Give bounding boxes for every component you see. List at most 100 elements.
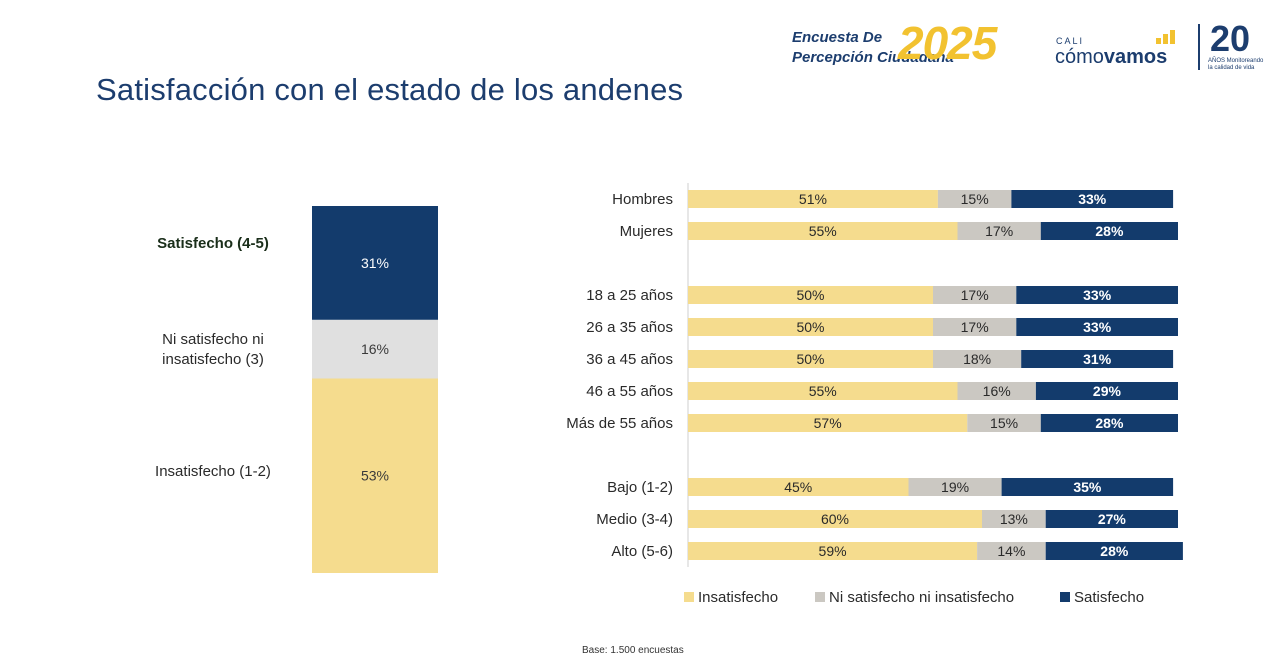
bar-segment-3-1	[933, 318, 1017, 336]
overall-segment-label-1-1: insatisfecho (3)	[162, 351, 264, 368]
category-label-2: 18 a 25 años	[586, 287, 673, 304]
bar-segment-5-1	[957, 382, 1036, 400]
bar-value-9-2: 28%	[1100, 543, 1129, 559]
bar-value-9-1: 14%	[997, 543, 1025, 559]
overall-segment-value-1: 16%	[361, 341, 389, 357]
bar-segment-1-0	[688, 222, 958, 240]
category-label-1: Mujeres	[620, 223, 673, 240]
overall-segment-label-1-0: Ni satisfecho ni	[162, 331, 264, 348]
segmented-bar-chart: Hombres 51% 15% 33% Mujeres 55% 17% 28% 18 a 25 …	[566, 190, 1183, 560]
overall-segment-value-0: 53%	[361, 468, 389, 484]
bar-value-1-0: 55%	[809, 223, 837, 239]
bar-value-5-0: 55%	[809, 383, 837, 399]
overall-segment-label-0-0: Insatisfecho (1-2)	[155, 463, 271, 480]
bar-value-4-2: 31%	[1083, 351, 1112, 367]
bar-value-6-2: 28%	[1095, 415, 1124, 431]
overall-stacked-chart: 53% Insatisfecho (1-2) 16% Ni satisfecho ni…	[155, 206, 438, 573]
category-label-8: Medio (3-4)	[596, 511, 673, 528]
bar-value-0-1: 15%	[961, 191, 989, 207]
survey-logo-line1: Encuesta De	[792, 29, 883, 46]
bar-segment-2-2	[1016, 286, 1178, 304]
bar-segment-2-0	[688, 286, 933, 304]
cali-logo-label: CALI	[1056, 36, 1085, 46]
category-label-7: Bajo (1-2)	[607, 479, 673, 496]
bar-value-7-1: 19%	[941, 479, 969, 495]
bar-value-1-2: 28%	[1095, 223, 1124, 239]
signal-bars-icon	[1156, 30, 1175, 44]
category-label-3: 26 a 35 años	[586, 319, 673, 336]
bar-value-2-0: 50%	[796, 287, 824, 303]
bar-value-8-2: 27%	[1098, 511, 1127, 527]
bar-segment-6-2	[1040, 414, 1178, 432]
overall-segment-label-2-0: Satisfecho (4-5)	[157, 235, 269, 252]
header-logos: Encuesta De Percepción Ciudadana 2025 CA…	[780, 17, 1270, 78]
bar-value-6-1: 15%	[990, 415, 1018, 431]
bar-value-6-0: 57%	[814, 415, 842, 431]
bar-segment-5-0	[688, 382, 958, 400]
bar-segment-4-2	[1021, 350, 1174, 368]
category-label-5: 46 a 55 años	[586, 383, 673, 400]
survey-logo-year: 2025	[898, 17, 997, 69]
logo-divider	[1198, 24, 1200, 70]
bar-segment-4-0	[688, 350, 933, 368]
bar-value-0-2: 33%	[1078, 191, 1107, 207]
bar-segment-7-1	[908, 478, 1002, 496]
bar-segment-8-0	[688, 510, 982, 528]
overall-segment-1	[312, 319, 438, 379]
bar-value-3-2: 33%	[1083, 319, 1112, 335]
bar-value-2-1: 17%	[961, 287, 989, 303]
overall-segment-2	[312, 206, 438, 320]
bar-segment-6-0	[688, 414, 968, 432]
bar-segment-5-2	[1035, 382, 1178, 400]
bar-segment-3-2	[1016, 318, 1178, 336]
bar-segment-3-0	[688, 318, 933, 336]
bar-value-7-0: 45%	[784, 479, 812, 495]
bar-segment-0-1	[937, 190, 1012, 208]
bar-segment-0-0	[688, 190, 938, 208]
category-label-6: Más de 55 años	[566, 415, 673, 432]
overall-segment-value-2: 31%	[361, 255, 389, 271]
legend-swatch-2	[1060, 592, 1070, 602]
bar-segment-8-1	[982, 510, 1046, 528]
bar-segment-8-2	[1045, 510, 1178, 528]
survey-logo: Encuesta De Percepción Ciudadana	[792, 28, 954, 68]
legend-swatch-0	[684, 592, 694, 602]
legend-label-0: Insatisfecho	[698, 589, 778, 606]
bar-value-5-2: 29%	[1093, 383, 1122, 399]
legend-label-1: Ni satisfecho ni insatisfecho	[829, 589, 1014, 606]
footnote: Base: 1.500 encuestas	[582, 645, 684, 656]
anniversary-logo: 20	[1210, 18, 1251, 59]
bar-value-2-2: 33%	[1083, 287, 1112, 303]
bar-value-0-0: 51%	[799, 191, 827, 207]
bar-value-5-1: 16%	[983, 383, 1011, 399]
bar-value-3-0: 50%	[796, 319, 824, 335]
bar-segment-9-0	[688, 542, 978, 560]
comovamos-logo: cómovamos	[1055, 46, 1167, 69]
bar-segment-6-1	[967, 414, 1041, 432]
bar-value-9-0: 59%	[819, 543, 847, 559]
bar-value-4-1: 18%	[963, 351, 991, 367]
bar-segment-9-2	[1045, 542, 1183, 560]
bar-segment-0-2	[1011, 190, 1174, 208]
comovamos-logo-como: cómo	[1055, 46, 1104, 68]
bar-segment-4-1	[933, 350, 1022, 368]
bar-segment-9-1	[977, 542, 1046, 560]
legend-label-2: Satisfecho	[1074, 589, 1144, 606]
bar-value-8-1: 13%	[1000, 511, 1028, 527]
legend-swatch-1	[815, 592, 825, 602]
overall-segment-0	[312, 378, 438, 573]
category-label-4: 36 a 45 años	[586, 351, 673, 368]
chart-legend: Insatisfecho Ni satisfecho ni insatisfech…	[684, 589, 1144, 606]
bar-value-3-1: 17%	[961, 319, 989, 335]
bar-segment-7-2	[1001, 478, 1174, 496]
bar-segment-2-1	[933, 286, 1017, 304]
comovamos-logo-vamos: vamos	[1103, 46, 1168, 68]
category-label-0: Hombres	[612, 191, 673, 208]
bar-value-4-0: 50%	[796, 351, 824, 367]
bar-value-8-0: 60%	[821, 511, 849, 527]
survey-logo-line2: Percepción Ciudadana	[792, 49, 954, 66]
anniversary-logo-subtitle: AÑOS Monitoreando la calidad de vida	[1208, 58, 1264, 71]
category-label-9: Alto (5-6)	[611, 543, 673, 560]
bar-value-1-1: 17%	[985, 223, 1013, 239]
